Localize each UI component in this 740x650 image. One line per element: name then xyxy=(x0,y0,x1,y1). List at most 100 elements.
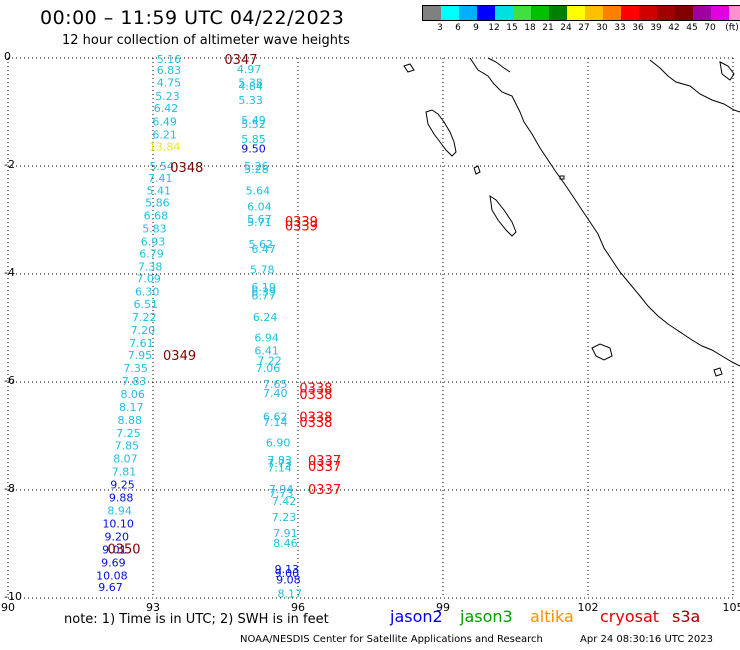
satellite-label-altika: altika xyxy=(530,607,574,626)
small-island-4 xyxy=(591,343,613,361)
lat-tick-label: -4 xyxy=(4,266,15,279)
satellite-label-cryosat: cryosat xyxy=(600,607,660,626)
lat-tick-label: -8 xyxy=(4,482,15,495)
wave-height-value: 6.77 xyxy=(251,290,276,303)
wave-height-value: 7.91 xyxy=(273,527,298,540)
lon-tick-label: 93 xyxy=(146,601,160,614)
wave-height-value: 7.14 xyxy=(267,461,292,474)
island-east xyxy=(719,61,735,81)
legend-label: 27 xyxy=(578,23,590,33)
wave-height-value: 7.14 xyxy=(263,416,288,429)
wave-height-value: 6.21 xyxy=(152,129,177,142)
wave-height-value: 6.93 xyxy=(141,236,166,249)
wave-height-value: 7.65 xyxy=(263,378,288,391)
orbit-number-label: 0338 xyxy=(299,381,332,396)
wave-height-value: 7.83 xyxy=(122,375,147,388)
legend-label: 33 xyxy=(614,23,626,33)
wave-height-value: 9.01 xyxy=(102,543,127,556)
wave-height-value: 7.23 xyxy=(272,511,297,524)
legend-swatch xyxy=(621,6,639,20)
wave-height-value: 7.22 xyxy=(132,311,157,324)
wave-height-value: 7.94 xyxy=(269,483,294,496)
wave-height-value: 7.09 xyxy=(136,272,161,285)
small-island-1 xyxy=(403,63,415,73)
legend-swatch xyxy=(477,6,495,20)
creation-time: Apr 24 08:30:16 UTC 2023 xyxy=(580,634,713,645)
wave-height-value: 9.20 xyxy=(105,530,130,543)
orbit-number-label: 0347 xyxy=(224,53,257,68)
map-grid xyxy=(7,57,734,599)
wave-height-value: 6.83 xyxy=(157,64,182,77)
wave-height-value: 6.79 xyxy=(139,247,164,260)
lon-tick-label: 90 xyxy=(1,601,15,614)
wave-height-value: 5.71 xyxy=(247,216,272,229)
wave-height-value: 5.33 xyxy=(238,94,263,107)
page-subtitle: 12 hour collection of altimeter wave hei… xyxy=(62,33,350,48)
malaya-coast xyxy=(649,59,740,113)
wave-height-value: 5.52 xyxy=(241,118,266,131)
legend-swatch xyxy=(657,6,675,20)
lon-tick-label: 99 xyxy=(436,601,450,614)
wave-height-value: 5.86 xyxy=(145,197,170,210)
wave-height-value: 6.39 xyxy=(251,285,276,298)
legend-label: 12 xyxy=(488,23,500,33)
wave-height-value: 9.67 xyxy=(98,581,123,594)
wave-height-value: 6.04 xyxy=(247,201,272,214)
legend-swatch xyxy=(423,6,441,20)
wave-height-value: 8.94 xyxy=(107,505,132,518)
wave-height-value: 4.84 xyxy=(238,80,263,93)
wave-height-value: 10.10 xyxy=(102,517,134,530)
orbit-number-label: 0350 xyxy=(107,542,140,557)
satellite-label-jason3: jason3 xyxy=(460,607,513,626)
wave-height-value: 7.95 xyxy=(128,349,153,362)
sumatra-north-coast xyxy=(487,57,511,73)
orbit-number-label: 0337 xyxy=(308,454,341,469)
wave-height-value: 5.64 xyxy=(246,184,271,197)
small-island-3 xyxy=(559,175,565,180)
wave-height-value: 6.62 xyxy=(263,411,288,424)
page-title: 00:00 – 11:59 UTC 04/22/2023 xyxy=(40,7,345,29)
legend-swatch xyxy=(675,6,693,20)
note-text: note: 1) Time is in UTC; 2) SWH is in fe… xyxy=(64,612,329,627)
legend-label: 42 xyxy=(668,23,680,33)
wave-height-value: 9.50 xyxy=(241,143,266,156)
lon-tick-label: 96 xyxy=(291,601,305,614)
wave-height-value: 5.23 xyxy=(155,90,180,103)
legend-label: 15 xyxy=(506,23,518,33)
wave-height-value: 5.83 xyxy=(142,223,167,236)
wave-height-value: 5.85 xyxy=(241,133,266,146)
wave-height-value: 6.68 xyxy=(144,210,169,223)
orbit-number-label: 0349 xyxy=(163,349,196,364)
small-island-5 xyxy=(713,367,723,377)
orbit-number-label: 0348 xyxy=(170,161,203,176)
small-island-2 xyxy=(473,165,481,175)
legend-swatch xyxy=(585,6,603,20)
legend-label: 39 xyxy=(650,23,662,33)
legend-swatch xyxy=(603,6,621,20)
wave-height-value: 7.35 xyxy=(123,362,148,375)
legend-swatch xyxy=(729,6,740,20)
lat-tick-label: -2 xyxy=(4,158,15,171)
wave-height-value: 6.24 xyxy=(253,311,278,324)
wave-height-value: 8.88 xyxy=(118,414,143,427)
sumatra-coast xyxy=(469,57,740,367)
legend-label: 45 xyxy=(686,23,698,33)
nias-island xyxy=(425,109,457,157)
wave-height-value: 5.26 xyxy=(244,160,269,173)
legend-label: (ft) xyxy=(725,23,739,33)
legend-swatch xyxy=(711,6,729,20)
orbit-number-label: 0338 xyxy=(299,411,332,426)
wave-height-value: 8.07 xyxy=(113,453,138,466)
orbit-number-label: 0339 xyxy=(285,215,318,230)
legend-swatch xyxy=(567,6,585,20)
wave-height-value: 7.20 xyxy=(131,324,156,337)
wave-height-value: 5.67 xyxy=(247,213,272,226)
legend-swatch xyxy=(549,6,567,20)
wave-height-value: 6.41 xyxy=(254,345,279,358)
wave-height-value: 9.69 xyxy=(101,556,126,569)
orbit-number-label: 0338 xyxy=(299,388,332,403)
lon-tick-label: 105 xyxy=(723,601,740,614)
wave-height-value: 7.73 xyxy=(267,457,292,470)
legend-label: 24 xyxy=(560,23,572,33)
